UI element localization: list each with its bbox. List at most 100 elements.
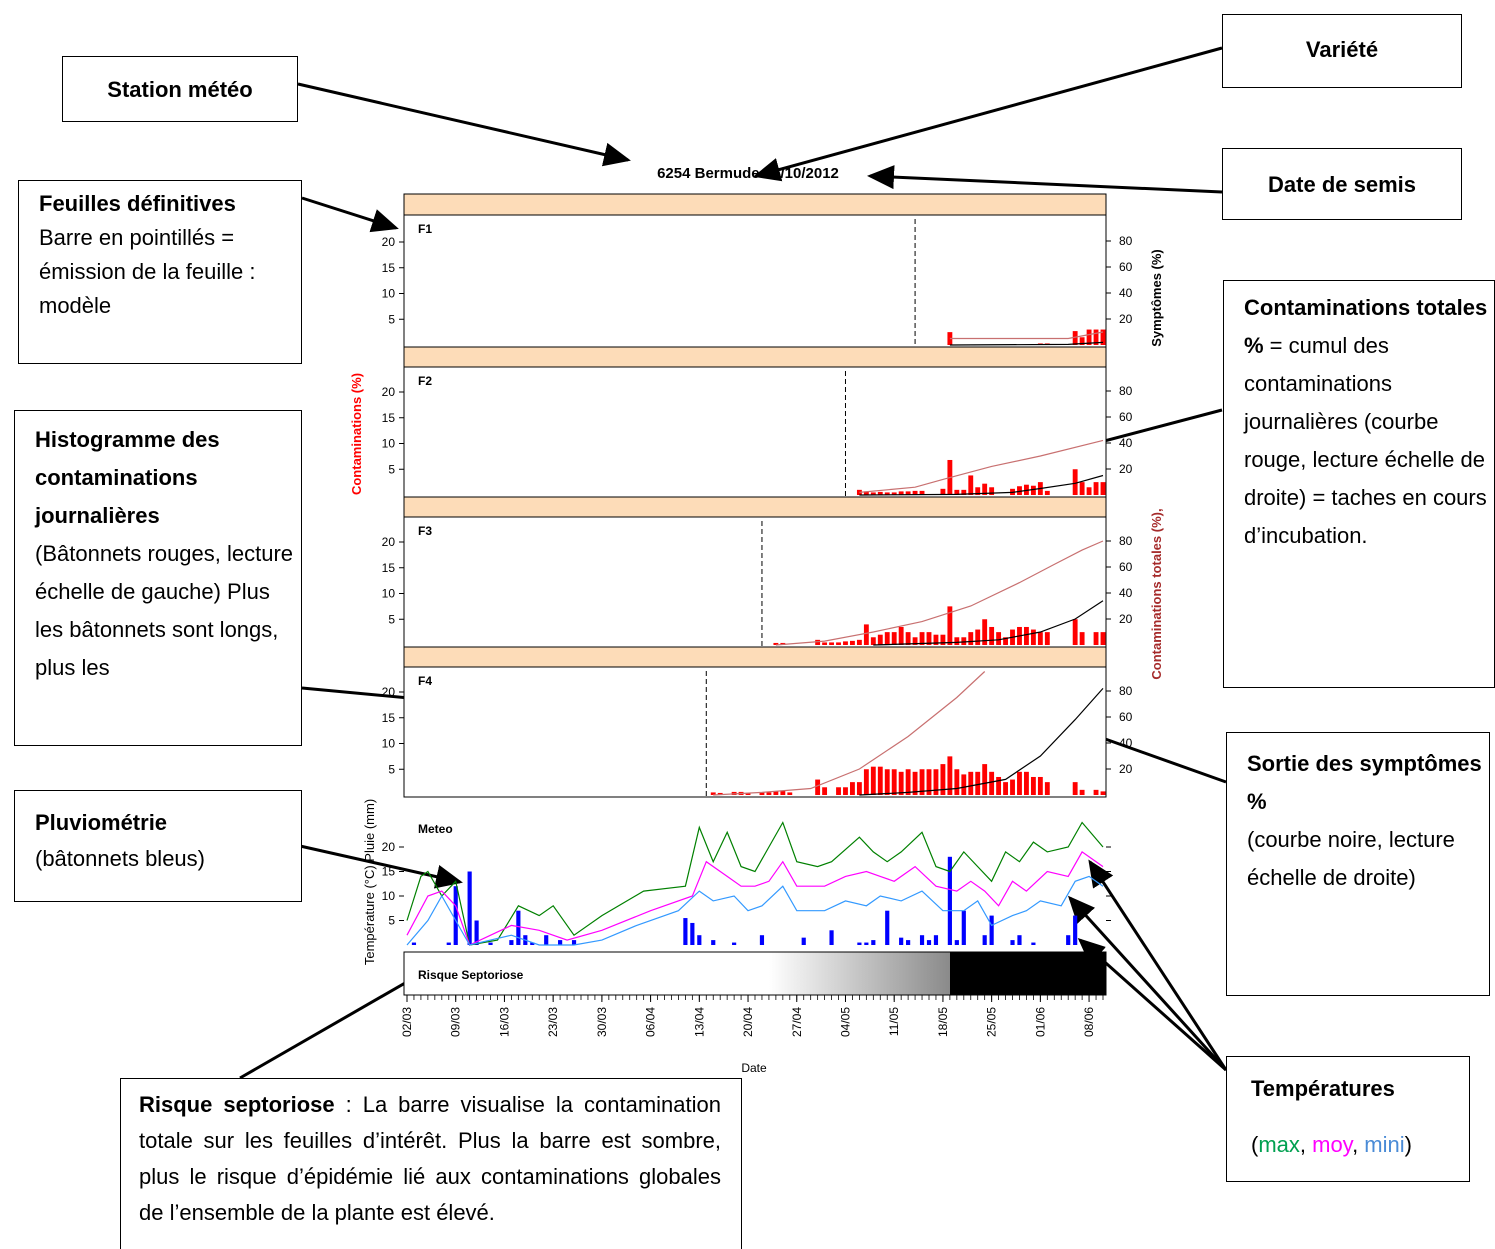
contamination-bar (843, 641, 848, 645)
callout-arrow (1067, 895, 1228, 1072)
temp-open: ( (1251, 1132, 1259, 1157)
contamination-bar (989, 626, 995, 645)
contamination-bar (766, 792, 772, 795)
contamination-bar (926, 632, 932, 645)
contamination-bar (1030, 629, 1036, 645)
contamination-bar (954, 489, 960, 495)
callout-contam-totales-text: = cumul des contaminations journalières … (1244, 333, 1487, 548)
contamination-bar (975, 487, 981, 495)
date-tick-label: 08/06 (1082, 1007, 1096, 1037)
contamination-bar (975, 771, 981, 795)
panel-strip (403, 346, 1107, 368)
contamination-bar (996, 632, 1002, 645)
left-tick-label: 15 (382, 711, 396, 725)
pluie-bar (474, 920, 479, 945)
contamination-bar (1100, 329, 1106, 345)
contamination-bar (877, 491, 883, 495)
contamination-bar (898, 491, 904, 495)
symptomes-line (949, 341, 1104, 346)
meteo-left-tick-label: 5 (388, 914, 395, 928)
contamination-bar (1010, 779, 1015, 795)
date-tick-label: 04/05 (838, 1007, 852, 1037)
panel-frame (403, 366, 1107, 498)
contamination-bar (822, 642, 828, 645)
contamination-bar (1037, 776, 1043, 795)
contamination-bar (773, 642, 779, 645)
pluie-bar (857, 942, 862, 945)
right-tick-label: 80 (1119, 534, 1133, 548)
contamination-bar (940, 634, 946, 645)
contamination-bar (863, 491, 869, 495)
contamination-bar (905, 632, 911, 645)
contamination-bar (954, 769, 960, 795)
contamination-bar (815, 779, 821, 795)
contamination-bar (1093, 789, 1099, 795)
date-tick-label: 25/05 (985, 1007, 999, 1037)
contamination-bar (1079, 482, 1085, 495)
pluie-bar (1066, 935, 1071, 945)
pluie-bar (906, 940, 911, 945)
right-tick-label: 40 (1119, 286, 1133, 300)
y-left-label: Contaminations (%) (349, 373, 364, 495)
left-tick-label: 20 (382, 685, 396, 699)
contamination-bar (961, 774, 967, 795)
meteo-label: Meteo (418, 822, 453, 836)
date-tick-label: 09/03 (449, 1007, 463, 1037)
contamination-bar (877, 766, 883, 795)
panel-strip (403, 646, 1107, 668)
right-tick-label: 60 (1119, 560, 1133, 574)
contamination-bar (905, 491, 911, 495)
left-tick-label: 10 (382, 437, 396, 451)
callout-arrow (299, 844, 463, 889)
contamination-bar (884, 492, 890, 495)
contamination-bar (996, 776, 1002, 795)
pluie-bar (899, 937, 904, 945)
symptomes-line (873, 600, 1104, 646)
pluie-bar (488, 942, 493, 945)
right-tick-label: 80 (1119, 384, 1133, 398)
pluie-bar (885, 910, 890, 945)
contamination-bar (822, 787, 828, 795)
date-tick-label: 02/03 (400, 1007, 414, 1037)
contamination-bar (891, 492, 897, 495)
contamination-bar (919, 632, 925, 645)
contamination-bar (912, 490, 918, 495)
contamination-bar (940, 488, 946, 495)
y-right-top-label: Symptômes (%) (1149, 249, 1164, 347)
contamination-bar (1100, 482, 1106, 495)
cumul-line (859, 439, 1104, 493)
contamination-bar (919, 769, 925, 795)
pluie-bar (864, 942, 869, 945)
contamination-bar (1003, 782, 1008, 795)
contamination-bar (856, 489, 862, 495)
tmoy-line (406, 851, 1104, 946)
callout-symptomes-text: (courbe noire, lecture échelle de droite… (1247, 827, 1455, 890)
right-tick-label: 60 (1119, 410, 1133, 424)
contamination-bar (891, 769, 897, 795)
callout-risque: Risque septoriose : La barre visualise l… (120, 1078, 742, 1249)
callout-station: Station météo (62, 56, 298, 122)
contamination-bar (1086, 329, 1092, 345)
date-tick-label: 23/03 (546, 1007, 560, 1037)
contamination-bar (1093, 329, 1099, 345)
right-tick-label: 40 (1119, 586, 1133, 600)
date-tick-label: 20/04 (741, 1007, 755, 1037)
callout-date-semis: Date de semis (1222, 148, 1462, 220)
right-tick-label: 20 (1119, 312, 1133, 326)
panel-label: F1 (418, 222, 432, 236)
contamination-bar (961, 637, 967, 645)
left-tick-label: 20 (382, 235, 396, 249)
pluie-bar (453, 886, 458, 945)
right-tick-label: 20 (1119, 612, 1133, 626)
date-tick-label: 13/04 (692, 1007, 706, 1037)
callout-station-label: Station météo (107, 76, 253, 102)
contamination-bar (717, 792, 723, 795)
contamination-bar (836, 642, 841, 645)
pluie-bar (690, 922, 695, 945)
contamination-bar (1072, 619, 1078, 645)
contamination-bar (1072, 331, 1078, 345)
contamination-bar (947, 332, 953, 345)
pluie-bar (829, 930, 834, 945)
x-axis-label: Date (741, 1061, 767, 1075)
left-tick-label: 5 (388, 312, 395, 326)
